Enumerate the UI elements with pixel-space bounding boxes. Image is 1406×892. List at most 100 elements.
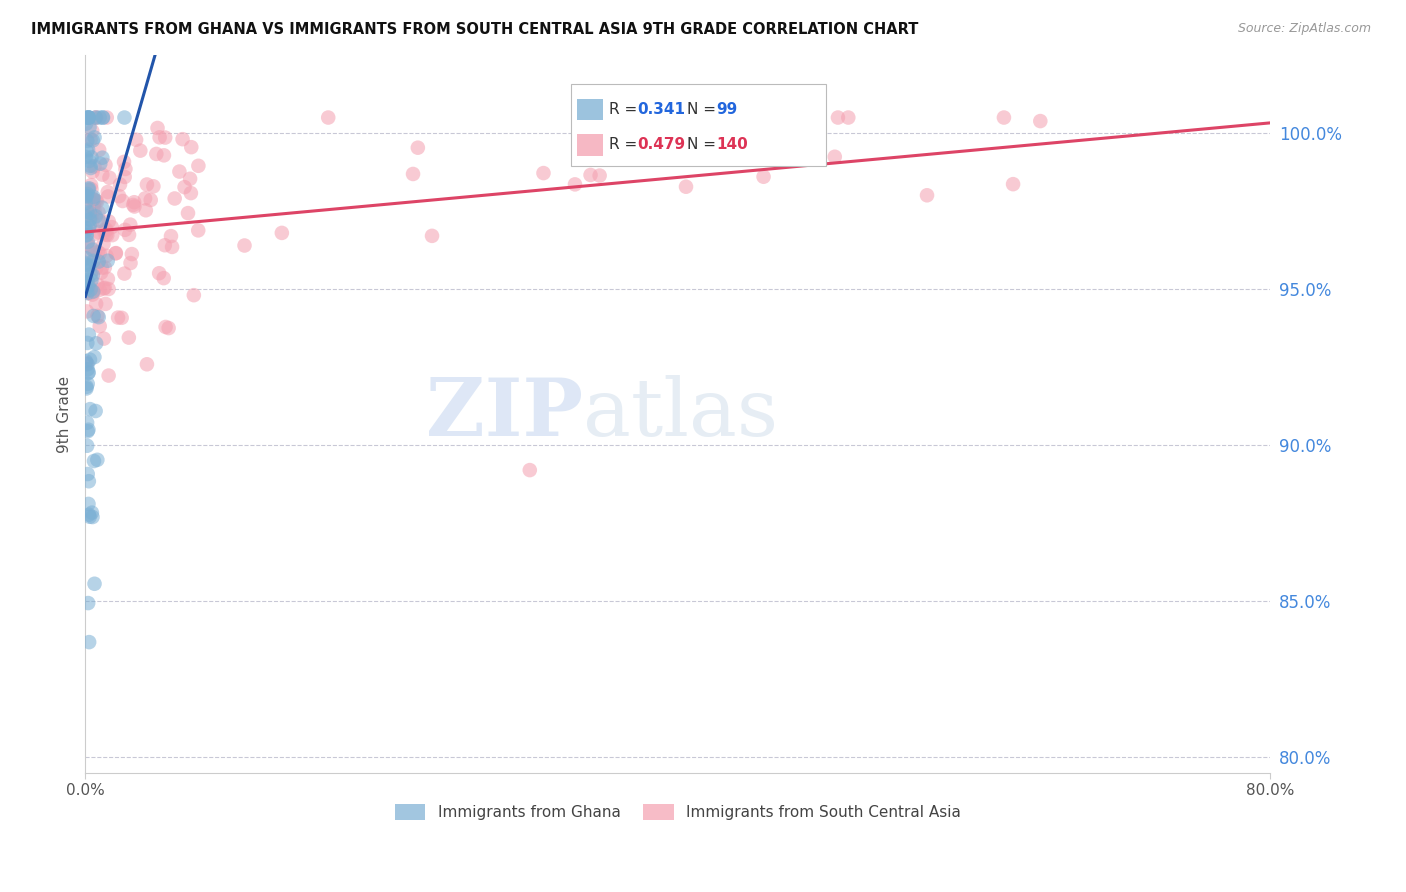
Point [82, 214, 104, 228]
Point [89, 319, 111, 334]
Text: 0.341: 0.341 [638, 103, 686, 117]
Point [155, 320, 177, 334]
Point [183, 288, 205, 302]
Point [77, 111, 100, 125]
Text: R =: R = [609, 103, 643, 117]
Point [146, 120, 169, 135]
Point [79, 120, 101, 135]
Point [83, 350, 105, 364]
Point [160, 240, 183, 254]
Point [82, 285, 104, 299]
Point [76, 273, 98, 287]
Point [87, 254, 110, 268]
Point [152, 271, 174, 285]
Point [77, 111, 100, 125]
Point [82, 510, 104, 524]
Point [76, 380, 98, 394]
Point [180, 140, 202, 154]
Point [316, 111, 339, 125]
Point [77, 111, 100, 125]
Point [82, 124, 104, 138]
Point [108, 189, 131, 203]
Text: Source: ZipAtlas.com: Source: ZipAtlas.com [1237, 22, 1371, 36]
Point [79, 402, 101, 417]
Point [79, 283, 101, 297]
Point [77, 111, 100, 125]
Point [157, 321, 180, 335]
Point [77, 327, 100, 342]
Point [97, 189, 120, 203]
Text: IMMIGRANTS FROM GHANA VS IMMIGRANTS FROM SOUTH CENTRAL ASIA 9TH GRADE CORRELATIO: IMMIGRANTS FROM GHANA VS IMMIGRANTS FROM… [31, 22, 918, 37]
Point [77, 181, 100, 195]
Point [402, 167, 425, 181]
Point [148, 266, 170, 280]
Text: 99: 99 [716, 103, 737, 117]
Point [87, 245, 110, 260]
Point [135, 203, 157, 218]
Point [112, 155, 135, 169]
Point [129, 144, 152, 158]
Point [76, 145, 98, 159]
Point [75, 150, 97, 164]
Point [136, 357, 159, 371]
Text: atlas: atlas [583, 375, 779, 453]
Point [76, 357, 98, 371]
Point [160, 229, 183, 244]
Point [87, 225, 110, 239]
Point [76, 304, 98, 318]
Point [75, 117, 97, 131]
Point [76, 467, 98, 481]
Point [114, 169, 136, 184]
Point [101, 220, 124, 235]
Point [519, 463, 541, 477]
Point [118, 330, 141, 344]
Point [121, 247, 143, 261]
Point [77, 508, 100, 522]
Point [406, 141, 429, 155]
Point [84, 336, 107, 351]
Point [76, 424, 98, 438]
Point [84, 111, 107, 125]
Point [75, 354, 97, 368]
Point [163, 192, 186, 206]
Point [79, 259, 101, 273]
Point [91, 168, 114, 182]
Point [120, 256, 142, 270]
Point [142, 179, 165, 194]
Point [79, 267, 101, 281]
Point [153, 148, 176, 162]
Point [82, 243, 104, 257]
Point [75, 256, 97, 270]
Point [80, 208, 103, 222]
Point [83, 576, 105, 591]
Point [77, 111, 100, 125]
Point [80, 506, 103, 520]
Point [76, 416, 98, 430]
Point [94, 222, 117, 236]
Point [233, 238, 256, 252]
Point [75, 252, 97, 266]
Point [82, 133, 104, 147]
Point [837, 111, 859, 125]
Point [94, 297, 117, 311]
Point [270, 226, 292, 240]
Point [76, 204, 98, 219]
Point [114, 111, 136, 125]
Point [79, 240, 101, 254]
Point [579, 168, 602, 182]
Point [96, 228, 118, 243]
Point [187, 159, 209, 173]
Point [114, 223, 136, 237]
Point [79, 509, 101, 524]
Point [107, 310, 129, 325]
Point [75, 220, 97, 235]
Point [82, 287, 104, 301]
Point [94, 227, 117, 242]
Point [89, 283, 111, 297]
Point [77, 153, 100, 168]
Point [824, 150, 846, 164]
Point [96, 249, 118, 263]
Point [76, 192, 98, 206]
Point [87, 205, 110, 219]
Point [752, 169, 775, 184]
